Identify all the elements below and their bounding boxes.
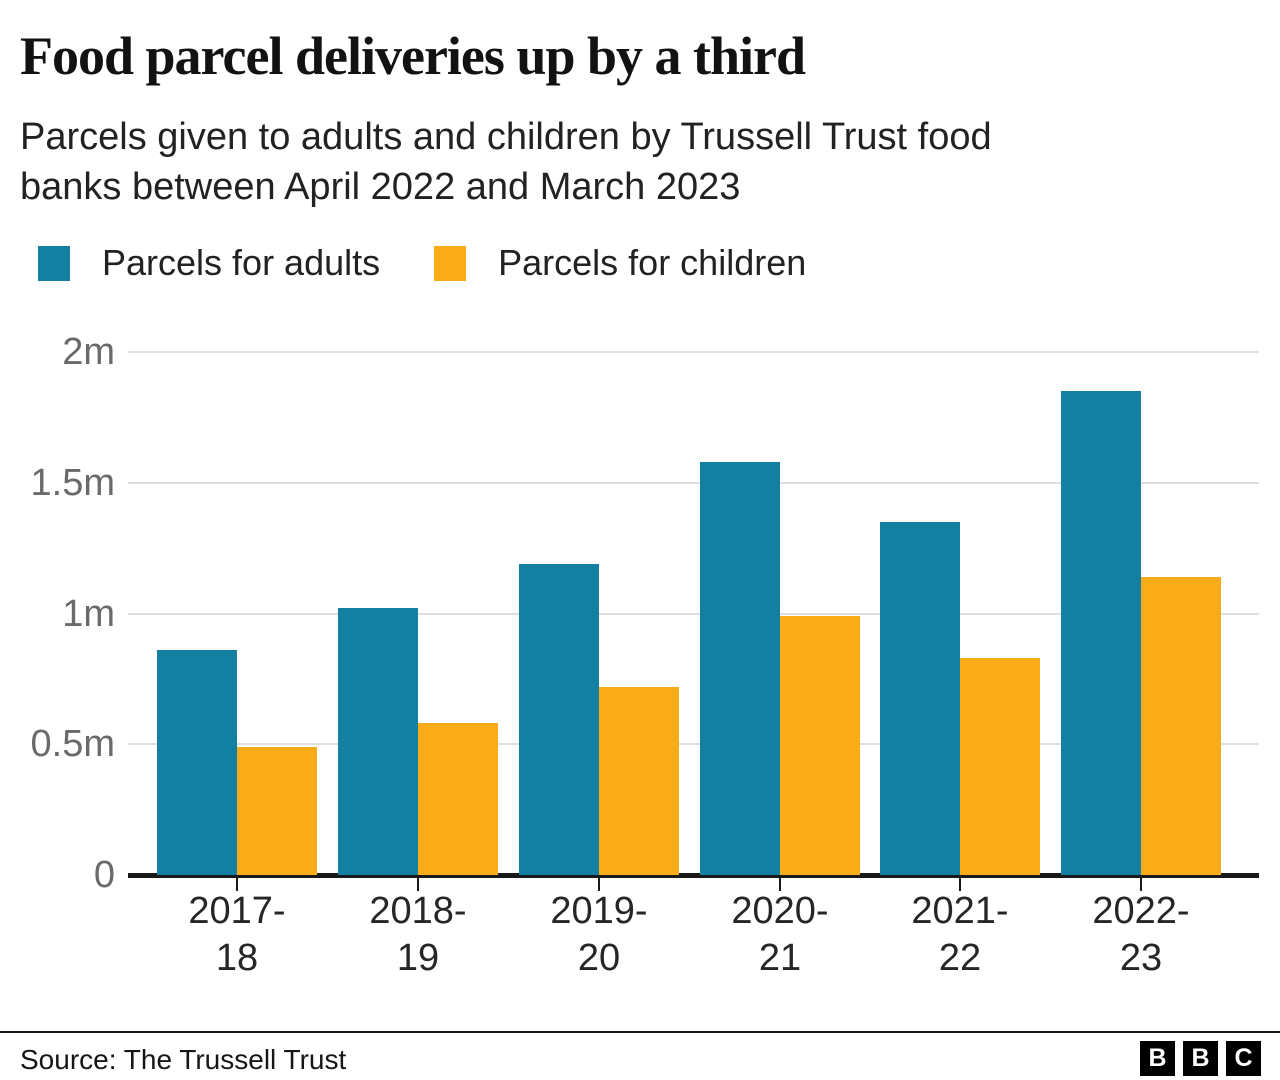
x-tick-label-2022-23: 2022- 23 [1092,890,1190,979]
y-tick-label-0: 0 [93,854,115,896]
gridline-0.5m [128,743,1259,746]
x-tick-2022-23 [1140,878,1142,891]
gridline-1.5m [128,481,1259,484]
bar-children-2017-18 [237,746,317,875]
bar-children-2019-20 [599,686,679,875]
bar-adults-2019-20 [519,563,599,875]
x-axis-line [128,873,1259,878]
bar-adults-2021-22 [880,521,960,875]
bbc-logo-letter-1: B [1183,1041,1218,1076]
gridline-1m [128,612,1259,615]
legend-item-adults: Parcels for adults [38,245,380,281]
bbc-logo-letter-0: B [1140,1041,1175,1076]
bar-children-2021-22 [960,657,1040,875]
bbc-logo-letter-2: C [1226,1041,1261,1076]
legend-label-children: Parcels for children [498,242,807,283]
bar-adults-2022-23 [1061,391,1141,875]
bar-children-2020-21 [780,616,860,875]
x-tick-label-2017-18: 2017- 18 [188,890,286,979]
gridline-2m [128,351,1259,353]
legend: Parcels for adults Parcels for children [38,245,806,281]
bar-adults-2018-19 [338,608,418,875]
x-tick-2017-18 [236,878,238,891]
footer-divider [0,1031,1280,1033]
y-tick-label-2m: 2m [62,331,115,373]
x-tick-2019-20 [598,878,600,891]
x-tick-2021-22 [959,878,961,891]
y-tick-label-1m: 1m [62,592,115,635]
y-tick-label-0.5m: 0.5m [30,723,115,766]
y-tick-label-1.5m: 1.5m [30,461,115,504]
bar-adults-2020-21 [700,461,780,875]
bar-children-2022-23 [1141,576,1221,875]
legend-item-children: Parcels for children [434,245,806,281]
bar-children-2018-19 [418,723,498,875]
x-tick-2020-21 [779,878,781,891]
bar-adults-2017-18 [157,650,237,875]
x-tick-label-2021-22: 2021- 22 [911,890,1009,979]
legend-swatch-adults [38,245,70,281]
source-caption: Source: The Trussell Trust [20,1044,347,1075]
legend-label-adults: Parcels for adults [102,242,381,283]
page-title: Food parcel deliveries up by a third [20,26,806,86]
legend-swatch-children [434,245,467,281]
x-tick-label-2018-19: 2018- 19 [369,890,467,979]
x-tick-label-2019-20: 2019- 20 [550,890,648,979]
chart-subtitle: Parcels given to adults and children by … [20,116,992,208]
x-tick-2018-19 [417,878,419,891]
x-tick-label-2020-21: 2020- 21 [731,890,829,979]
